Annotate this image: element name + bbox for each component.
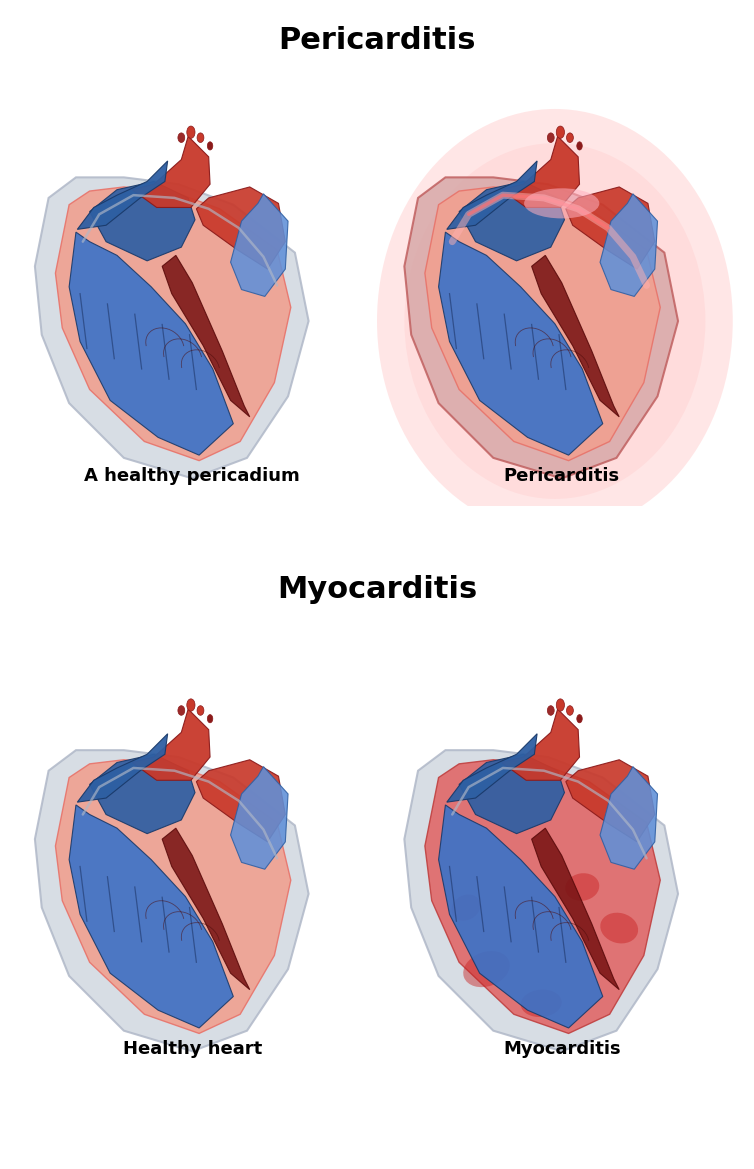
Polygon shape — [447, 734, 537, 802]
Ellipse shape — [178, 133, 185, 143]
Polygon shape — [162, 255, 250, 417]
Polygon shape — [35, 178, 308, 478]
Polygon shape — [439, 233, 602, 455]
Polygon shape — [132, 137, 210, 207]
Polygon shape — [231, 194, 288, 297]
Ellipse shape — [521, 990, 562, 1017]
Ellipse shape — [556, 126, 565, 138]
Polygon shape — [425, 187, 661, 461]
Polygon shape — [532, 255, 619, 417]
Polygon shape — [404, 178, 678, 478]
Polygon shape — [132, 710, 210, 780]
Polygon shape — [90, 181, 195, 261]
Ellipse shape — [404, 143, 706, 499]
Ellipse shape — [566, 873, 599, 901]
Polygon shape — [600, 767, 657, 870]
Ellipse shape — [187, 126, 195, 138]
Polygon shape — [425, 760, 661, 1033]
Polygon shape — [600, 194, 657, 297]
Text: A healthy pericadium: A healthy pericadium — [84, 468, 300, 485]
Ellipse shape — [577, 141, 582, 150]
Ellipse shape — [197, 133, 204, 143]
Ellipse shape — [566, 133, 573, 143]
Polygon shape — [532, 828, 619, 990]
Polygon shape — [78, 734, 167, 802]
Polygon shape — [69, 805, 233, 1028]
Ellipse shape — [556, 699, 565, 711]
Ellipse shape — [187, 699, 195, 711]
Polygon shape — [459, 181, 565, 261]
Ellipse shape — [600, 913, 638, 943]
Polygon shape — [196, 760, 285, 842]
Polygon shape — [566, 187, 654, 269]
Text: Healthy heart: Healthy heart — [123, 1040, 262, 1058]
Ellipse shape — [566, 706, 573, 715]
Text: Myocarditis: Myocarditis — [277, 575, 477, 604]
Ellipse shape — [207, 141, 213, 150]
Ellipse shape — [377, 109, 733, 533]
Polygon shape — [404, 750, 678, 1051]
Polygon shape — [78, 161, 167, 229]
Polygon shape — [501, 137, 580, 207]
Text: Myocarditis: Myocarditis — [503, 1040, 621, 1058]
Polygon shape — [162, 828, 250, 990]
Polygon shape — [69, 233, 233, 455]
Polygon shape — [501, 710, 580, 780]
Ellipse shape — [197, 706, 204, 715]
Ellipse shape — [463, 952, 510, 987]
Ellipse shape — [207, 714, 213, 722]
Polygon shape — [90, 754, 195, 833]
Polygon shape — [459, 754, 565, 833]
Ellipse shape — [547, 133, 554, 143]
Polygon shape — [35, 750, 308, 1051]
Polygon shape — [439, 805, 602, 1028]
Polygon shape — [231, 767, 288, 870]
Polygon shape — [566, 760, 654, 842]
Ellipse shape — [577, 714, 582, 722]
Text: Pericarditis: Pericarditis — [278, 26, 476, 55]
Polygon shape — [56, 760, 291, 1033]
Text: Pericarditis: Pericarditis — [504, 468, 620, 485]
Ellipse shape — [452, 894, 480, 921]
Ellipse shape — [547, 706, 554, 715]
Polygon shape — [447, 161, 537, 229]
Ellipse shape — [178, 706, 185, 715]
Ellipse shape — [524, 188, 599, 219]
Polygon shape — [56, 187, 291, 461]
Polygon shape — [196, 187, 285, 269]
